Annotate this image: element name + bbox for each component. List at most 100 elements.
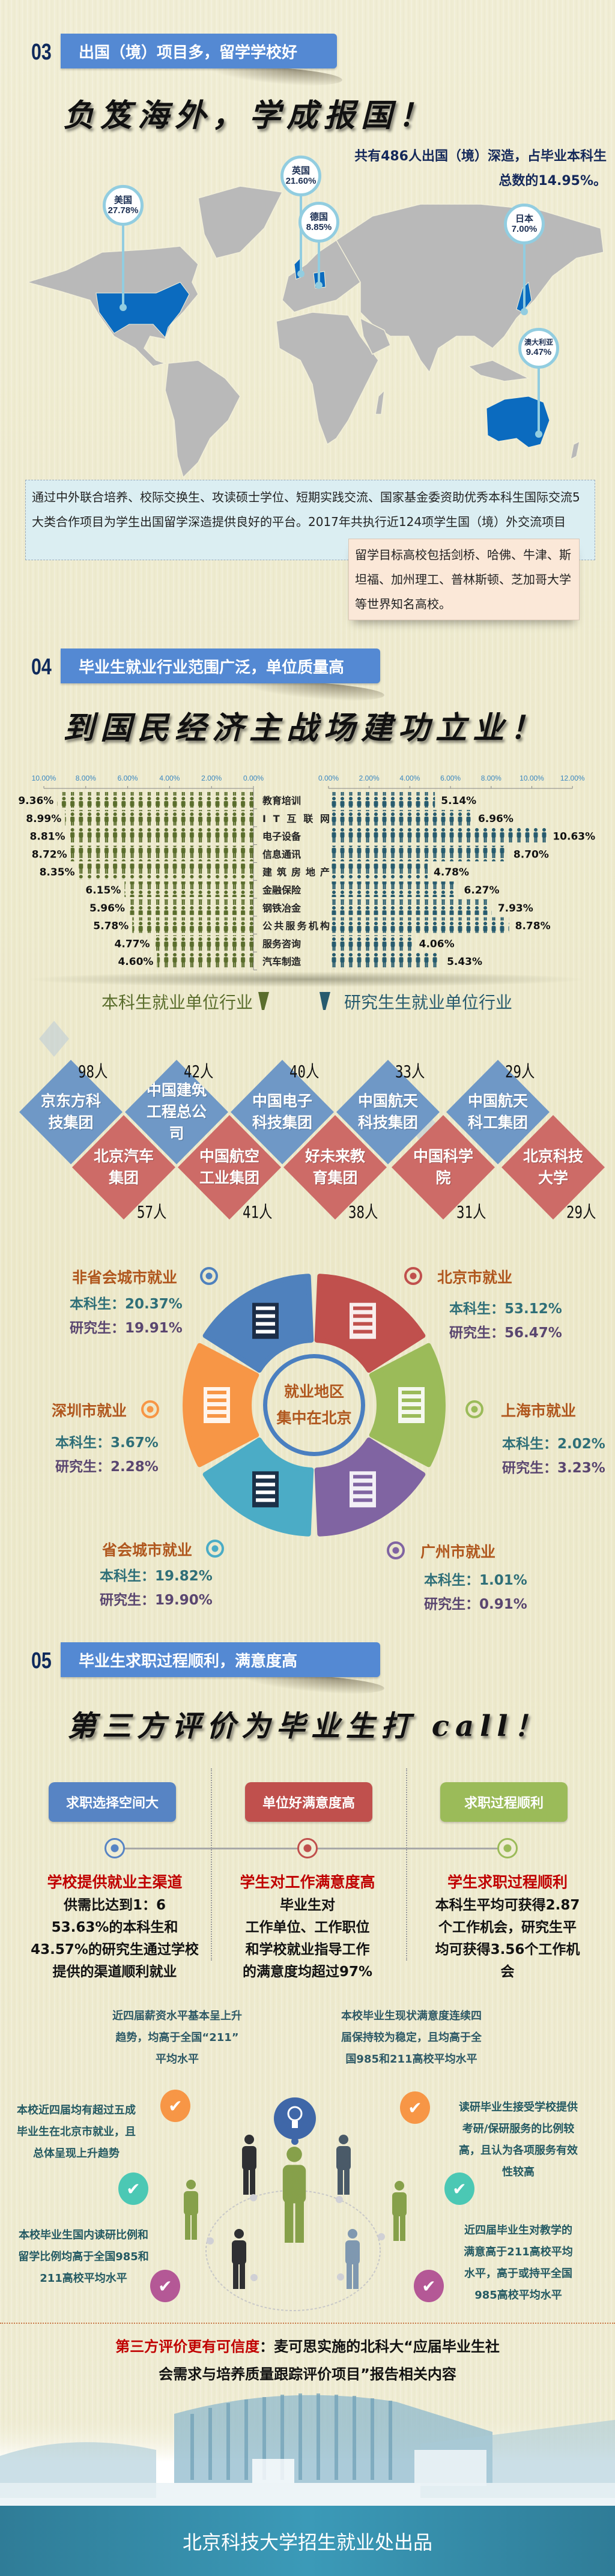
undergrad-value-label: 9.36%	[18, 795, 53, 807]
region-title: 广州市就业	[420, 1543, 496, 1561]
grad-bar	[330, 935, 413, 951]
city-landmark-icon	[398, 1387, 425, 1423]
employer-count: 57人	[137, 1202, 167, 1222]
section-number: 03	[31, 40, 52, 65]
region-undergrad-pct: 本科生：3.67%	[55, 1435, 159, 1451]
column-divider	[406, 1768, 407, 1961]
tick-label: 0.00%	[318, 774, 339, 782]
orbit-node	[378, 2233, 385, 2240]
evaluation-detail: 学校提供就业主渠道 供需比达到1：6 53.63%的本科生和 43.57%的研究生通过…	[22, 1870, 208, 1983]
section-number: 05	[31, 1648, 52, 1673]
grad-value-label: 4.06%	[419, 938, 455, 950]
target-icon	[404, 1267, 422, 1285]
person-icon	[345, 2229, 360, 2289]
pin-dot	[297, 270, 304, 277]
country-pin: 英国 21.60%	[280, 156, 321, 196]
undergrad-bar	[68, 827, 253, 844]
region-undergrad-pct: 本科生：20.37%	[70, 1296, 183, 1312]
evaluation-tab: 求职过程顺利	[440, 1782, 568, 1822]
category-label: 钢铁冶金	[262, 903, 301, 914]
evaluation-title: 学生对工作满意度高	[240, 1873, 375, 1891]
point-line: 本校毕业生国内读研比例和	[19, 2229, 148, 2242]
region-grad-pct: 研究生：19.90%	[100, 1592, 213, 1608]
evaluation-line: 和学校就业指导工作	[245, 1942, 370, 1958]
category-label: 汽车制造	[262, 956, 301, 967]
timeline-node	[497, 1838, 518, 1858]
evaluation-line: 毕业生对	[280, 1897, 335, 1913]
region-undergrad-pct: 本科生：19.82%	[100, 1568, 213, 1584]
section-title: 出国（境）项目多，留学学校好	[61, 34, 337, 68]
target-icon	[206, 1540, 224, 1558]
region-title: 非省会城市就业	[72, 1269, 178, 1286]
satisfaction-note: 本校毕业生现状满意度连续四 届保持较为稳定，且均高于全 国985和211高校平均…	[312, 2006, 510, 2070]
undergrad-value-label: 8.35%	[40, 866, 75, 878]
region-grad-pct: 研究生：3.23%	[502, 1460, 605, 1476]
evaluation-title: 学生求职过程顺利	[447, 1873, 568, 1891]
undergrad-bar	[157, 953, 253, 969]
tick-label: 10.00%	[520, 774, 544, 782]
country-pin: 澳大利亚 9.47%	[518, 328, 559, 369]
stat-line: 总数的14.95%。	[498, 174, 607, 189]
employer-name: 好未来教育集团	[304, 1147, 365, 1187]
region-title: 上海市就业	[501, 1402, 577, 1420]
tick-label: 2.00%	[359, 774, 380, 782]
undergrad-value-label: 8.72%	[32, 848, 67, 860]
grad-bar	[330, 953, 441, 969]
slogan: 第三方评价为毕业生打 call！	[67, 1710, 549, 1743]
evaluation-line: 会	[500, 1964, 515, 1980]
point-line: 留学比例均高于全国985和	[18, 2251, 149, 2263]
grad-value-label: 10.63%	[553, 831, 595, 843]
category-label: 电子设备	[262, 831, 301, 842]
undergrad-value-label: 4.60%	[118, 956, 153, 968]
note-line: 平均水平	[156, 2053, 199, 2066]
grad-value-label: 6.27%	[464, 884, 500, 896]
region-center: 就业地区 集中在北京	[263, 1354, 365, 1456]
employer-name: 北京汽车集团	[93, 1147, 154, 1187]
point-line: 近四届毕业生对教学的	[464, 2224, 572, 2237]
pin-dot	[521, 308, 528, 315]
point-line: 本校近四届均有超过五成	[17, 2104, 136, 2117]
category-label: 金融保险	[262, 884, 301, 896]
person-icon	[242, 2135, 256, 2195]
orbit-node	[250, 2274, 258, 2281]
result-point-text: 本校近四届均有超过五成 毕业生在北京市就业，且 总体呈现上升趋势	[0, 2100, 154, 2165]
evaluation-line: 43.57%的研究生通过学校	[31, 1942, 199, 1958]
grad-value-label: 4.78%	[434, 866, 469, 878]
employer-count: 31人	[456, 1202, 486, 1222]
decor-diamond	[39, 1021, 69, 1057]
grad-bar	[330, 881, 458, 897]
pin-line	[523, 224, 526, 312]
point-line: 毕业生在北京市就业，且	[17, 2126, 136, 2138]
campus-building-sketch	[0, 2393, 615, 2507]
credit-highlight: 第三方评价更有可信度	[115, 2338, 260, 2355]
people-group-illustration	[184, 2097, 407, 2311]
employer-count: 41人	[243, 1202, 273, 1222]
credit-note: 第三方评价更有可信度：麦可思实施的北科大“应届毕业生社 会需求与培养质量跟踪评价…	[0, 2333, 615, 2388]
tick-label: 0.00%	[243, 774, 264, 782]
employer-count: 33人	[395, 1062, 425, 1081]
note-line: 届保持较为稳定，且均高于全	[341, 2031, 482, 2044]
employer-count: 98人	[78, 1062, 108, 1081]
category-label: 建筑房地产	[262, 866, 330, 878]
result-point-text: 近四届毕业生对教学的 满意高于211高校平均 水平，高于或持平全国 985高校平均水平	[440, 2220, 596, 2306]
region-grad-pct: 研究生：19.91%	[70, 1320, 183, 1336]
pin-line	[122, 205, 124, 307]
checkmark-icon: ✔	[118, 2172, 148, 2205]
region-wheel	[183, 1274, 446, 1537]
usa-highlight	[95, 282, 190, 338]
slogan: 负笈海外，学成报国！	[63, 97, 436, 134]
pin-line	[318, 222, 320, 285]
grad-bar	[330, 917, 509, 933]
grad-value-label: 8.70%	[514, 848, 549, 860]
target-icon	[200, 1267, 218, 1285]
employer-count: 42人	[184, 1062, 214, 1081]
point-line: 读研毕业生接受学校提供	[459, 2101, 578, 2114]
region-title: 北京市就业	[437, 1269, 513, 1286]
grad-value-label: 8.78%	[515, 921, 551, 933]
undergrad-bar	[78, 863, 253, 880]
evaluation-line: 供需比达到1：6	[63, 1897, 166, 1913]
checkmark-icon: ✔	[400, 2091, 430, 2124]
section-title: 毕业生就业行业范围广泛，单位质量高	[61, 649, 380, 683]
credit-text: 会需求与培养质量跟踪评价项目”报告相关内容	[159, 2366, 456, 2383]
credit-text: ：麦可思实施的北科大“应届毕业生社	[259, 2338, 500, 2355]
